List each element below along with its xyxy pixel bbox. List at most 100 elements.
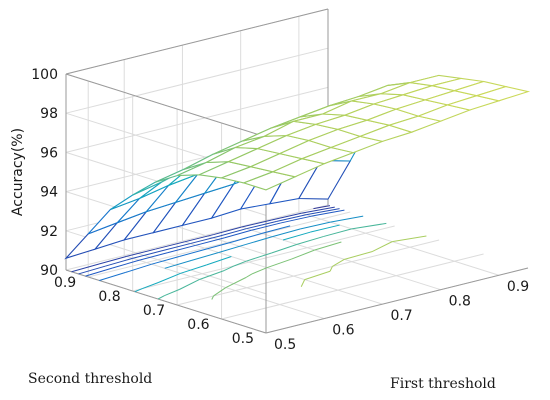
x-tick-label: 0.9 bbox=[507, 279, 529, 295]
contour-segment bbox=[271, 212, 302, 221]
contour-segment bbox=[184, 234, 214, 243]
contour-segment bbox=[330, 215, 364, 223]
y-axis-label: Second threshold bbox=[28, 371, 152, 387]
contour-segment bbox=[245, 236, 273, 246]
contour-segment bbox=[138, 252, 168, 261]
z-tick-label: 94 bbox=[40, 185, 58, 201]
contour-segment bbox=[157, 295, 165, 300]
contour-segment bbox=[190, 235, 220, 245]
contour-segment bbox=[180, 264, 207, 274]
grid-line bbox=[124, 255, 325, 320]
z-axis-label: Accuracy(%) bbox=[10, 128, 26, 216]
z-tick-label: 90 bbox=[40, 263, 58, 279]
z-tick-label: 92 bbox=[40, 224, 58, 240]
axis-edge bbox=[265, 267, 529, 334]
z-tick-label: 96 bbox=[40, 145, 58, 161]
surface-mesh bbox=[64, 74, 531, 260]
contour-segment bbox=[241, 219, 272, 228]
contour-segment bbox=[142, 282, 159, 290]
z-tick-label: 98 bbox=[40, 106, 58, 122]
grid-line bbox=[132, 225, 395, 292]
contour-segment bbox=[291, 249, 315, 260]
contour-segment bbox=[248, 232, 263, 238]
contour-segment bbox=[206, 240, 235, 250]
contour-segment bbox=[234, 260, 247, 267]
contour-segment bbox=[167, 244, 196, 254]
grid-line bbox=[182, 240, 383, 305]
x-tick-label: 0.7 bbox=[390, 308, 412, 324]
contour-segment bbox=[371, 241, 393, 253]
contour-segment bbox=[276, 214, 307, 222]
contour-segment bbox=[85, 267, 113, 277]
grid-line bbox=[240, 226, 441, 291]
x-tick-label: 0.5 bbox=[274, 337, 296, 353]
grid-line bbox=[65, 86, 329, 153]
contour-segment bbox=[351, 222, 387, 230]
contour-segment bbox=[206, 256, 232, 266]
contour-segment bbox=[245, 273, 253, 278]
contour-segment bbox=[161, 243, 191, 252]
contour-segment bbox=[272, 228, 301, 238]
contour-segment bbox=[271, 243, 298, 254]
grid-line bbox=[65, 204, 329, 271]
contour-segment bbox=[314, 241, 342, 251]
contour-segment bbox=[218, 244, 246, 254]
surface-patch bbox=[474, 86, 531, 102]
contour-segment bbox=[306, 208, 340, 216]
contour-segment bbox=[211, 295, 214, 300]
grid-line bbox=[88, 211, 351, 278]
contour-segment bbox=[155, 241, 185, 250]
contour-segment bbox=[218, 228, 247, 237]
tick-labels: 90 92 94 96 98 100 0.5 0.6 0.7 0.8 0.9 0.5 0.6 0.7 0.8… bbox=[31, 67, 529, 353]
grid-line bbox=[298, 211, 500, 276]
contour-segment bbox=[213, 287, 227, 297]
x-axis-label: First threshold bbox=[390, 376, 496, 392]
contour-segment bbox=[332, 258, 345, 267]
y-tick-label: 0.6 bbox=[187, 317, 209, 333]
contour-lines bbox=[71, 205, 427, 300]
contour-segment bbox=[105, 257, 134, 267]
contour-segment bbox=[157, 272, 181, 284]
contour-segment bbox=[251, 222, 282, 231]
contour-segment bbox=[164, 288, 180, 297]
contour-segment bbox=[251, 267, 268, 275]
contour-segment bbox=[125, 263, 152, 273]
contour-segment bbox=[311, 209, 345, 217]
x-tick-label: 0.8 bbox=[449, 294, 471, 310]
y-tick-label: 0.7 bbox=[143, 303, 165, 319]
contour-segment bbox=[164, 259, 192, 269]
z-tick-label: 100 bbox=[31, 67, 58, 83]
contour-segment bbox=[282, 231, 311, 241]
contour-segment bbox=[98, 255, 127, 265]
contour-segment bbox=[344, 251, 373, 260]
y-tick-label: 0.8 bbox=[98, 289, 120, 305]
grid-line bbox=[176, 239, 440, 306]
contour-segment bbox=[304, 270, 331, 281]
contour-segment bbox=[329, 266, 333, 272]
contour-segment bbox=[111, 259, 140, 269]
contour-segment bbox=[199, 270, 225, 280]
contour-segment bbox=[132, 250, 162, 259]
x-tick-label: 0.6 bbox=[332, 323, 354, 339]
y-tick-label: 0.9 bbox=[54, 275, 76, 291]
contour-segment bbox=[191, 252, 219, 261]
contour-segment bbox=[280, 215, 312, 224]
axis-edge bbox=[65, 8, 329, 75]
contour-segment bbox=[261, 225, 291, 234]
contour-segment bbox=[245, 252, 273, 262]
contour-segment bbox=[299, 221, 331, 230]
contour-segment bbox=[78, 265, 106, 275]
contour-segment bbox=[392, 235, 427, 243]
contour-segment bbox=[179, 278, 200, 290]
contour-segment bbox=[234, 236, 249, 242]
contour-segment bbox=[296, 235, 324, 245]
contour-segment bbox=[195, 237, 225, 246]
y-tick-label: 0.5 bbox=[232, 331, 254, 347]
contour-segment bbox=[323, 228, 352, 237]
contour-segment bbox=[134, 288, 143, 293]
contour-segment bbox=[225, 277, 247, 289]
axis-edge bbox=[65, 73, 267, 138]
contour-segment bbox=[213, 226, 242, 236]
contour-segment bbox=[300, 279, 306, 287]
